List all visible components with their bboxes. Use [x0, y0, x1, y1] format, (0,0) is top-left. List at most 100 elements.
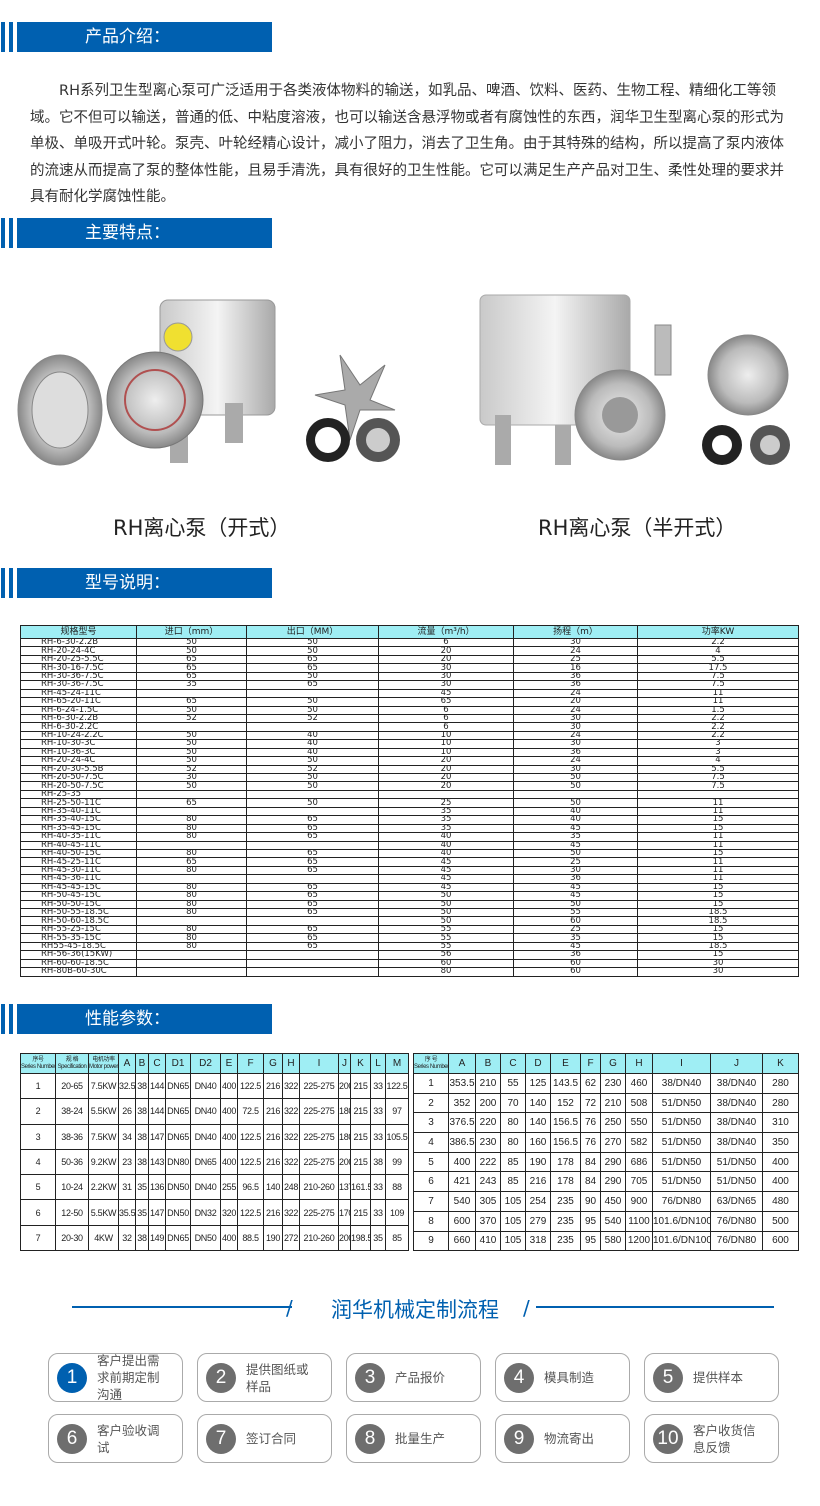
value-cell [246, 722, 379, 732]
column-header: 规格型号 [20, 625, 137, 639]
value-cell: 140 [525, 1112, 551, 1134]
flow-step-4: 4 模具制造 [495, 1353, 630, 1402]
value-cell: 322 [282, 1123, 300, 1150]
value-cell: 24 [513, 705, 638, 715]
column-header: F [580, 1053, 601, 1074]
value-cell: 38/DN40 [710, 1112, 763, 1134]
column-header: 出口（MM） [246, 625, 379, 639]
value-cell: 322 [282, 1199, 300, 1226]
value-cell: DN40 [190, 1098, 221, 1125]
model-cell: RH-25-50-11C [20, 798, 137, 808]
column-header: L [370, 1053, 386, 1074]
value-cell: 10-24 [55, 1174, 89, 1201]
value-cell: 15 [637, 823, 799, 834]
value-cell: 80 [136, 899, 247, 910]
value-cell: 50 [136, 756, 247, 766]
table-row: 1 20-65 7.5KW 32.5 38 144 DN65 DN40 400 122.5 216 3… [20, 1072, 409, 1100]
value-cell: 7.5KW [88, 1123, 119, 1150]
value-cell: 7 [413, 1191, 449, 1212]
value-cell: 5.5 [637, 654, 799, 665]
value-cell: 65 [246, 924, 379, 935]
intro-paragraph: RH系列卫生型离心泵可广泛适用于各类液体物料的输送，如乳品、啤酒、饮料、医药、生… [30, 83, 784, 205]
column-header: E [550, 1053, 581, 1074]
value-cell: 51/DN50 [652, 1151, 711, 1173]
value-cell: 15 [637, 950, 799, 960]
model-cell: RH-30-36-7.5C [20, 680, 137, 690]
value-cell: 50 [378, 891, 514, 901]
value-cell: 65 [246, 907, 379, 918]
table-row: 3 38-36 7.5KW 34 38 147 DN65 DN40 400 122.5 216 322… [20, 1123, 409, 1150]
value-cell: 95 [580, 1230, 601, 1252]
table-row: RH-40-35-11C 80 65 40 35 11 [20, 832, 799, 842]
value-cell: 31 [118, 1174, 136, 1201]
value-cell: 210 [475, 1073, 501, 1094]
value-cell: 51/DN50 [652, 1132, 711, 1153]
value-cell: 50 [246, 697, 379, 707]
value-cell: 30 [513, 739, 638, 749]
value-cell: 600 [762, 1230, 799, 1252]
model-cell: RH-30-16-7.5C [20, 663, 137, 673]
value-cell: 149 [148, 1224, 166, 1252]
value-cell: DN40 [190, 1072, 221, 1100]
column-header: I [299, 1053, 339, 1074]
value-cell [136, 874, 247, 884]
model-cell: RH-6-30-2.2B [20, 713, 137, 724]
value-cell: 216 [263, 1098, 283, 1125]
value-cell: 109 [385, 1199, 409, 1226]
value-cell: DN50 [165, 1199, 191, 1226]
value-cell: 45 [378, 882, 514, 893]
value-cell: 4 [20, 1148, 56, 1176]
value-cell: 50 [378, 899, 514, 910]
value-cell [246, 806, 379, 817]
header-cn: 电机功率 [92, 1056, 115, 1063]
value-cell: 36 [513, 747, 638, 758]
value-cell: 35 [513, 933, 638, 943]
value-cell: 40 [246, 739, 379, 749]
model-cell: RH-40-35-11C [20, 832, 137, 842]
model-cell: RH-35-40-15C [20, 815, 137, 825]
value-cell: DN50 [165, 1174, 191, 1201]
value-cell: 11 [637, 832, 799, 842]
value-cell: 85 [500, 1171, 526, 1193]
value-cell: 20 [378, 764, 514, 775]
value-cell: 65 [246, 865, 379, 876]
value-cell: 400 [220, 1224, 238, 1252]
value-cell: 36 [513, 950, 638, 960]
value-cell: 52 [246, 764, 379, 775]
value-cell: 25 [513, 924, 638, 935]
column-header: K [350, 1053, 371, 1074]
value-cell: 305 [475, 1191, 501, 1212]
value-cell: 225-275 [299, 1098, 339, 1125]
value-cell: 65 [246, 654, 379, 665]
value-cell: 215 [350, 1199, 371, 1226]
value-cell: 8 [413, 1210, 449, 1232]
value-cell: 7.5 [637, 781, 799, 791]
value-cell: 35 [136, 680, 247, 690]
value-cell: 310 [762, 1112, 799, 1134]
model-cell: RH-56-36(15KW) [20, 950, 137, 960]
step-label: 客户验收调试 [97, 1422, 160, 1455]
value-cell: 65 [246, 848, 379, 859]
value-cell: 15 [637, 924, 799, 935]
table-row: RH-50-50-15C 80 65 50 50 15 [20, 899, 799, 910]
value-cell: 7.5KW [88, 1072, 119, 1100]
model-cell: RH-45-45-15C [20, 882, 137, 893]
table-row: RH-30-36-7.5C 65 50 30 36 7.5 [20, 671, 799, 682]
value-cell: 215 [350, 1123, 371, 1150]
step-number-badge: 8 [355, 1423, 385, 1454]
value-cell [136, 950, 247, 960]
value-cell: 32.5 [118, 1072, 136, 1100]
header-en: Specification [57, 1063, 87, 1070]
value-cell: 63/DN65 [710, 1191, 763, 1212]
performance-table-2: 序 号 Series Number A B C D E F G H I J K 1 353.5 210 55 12… [413, 1053, 799, 1252]
value-cell: 705 [625, 1171, 653, 1193]
value-cell: 55 [513, 907, 638, 918]
value-cell: 20 [378, 756, 514, 766]
flow-divider-left [72, 1306, 292, 1308]
value-cell: 376.5 [448, 1112, 476, 1134]
value-cell: 15 [637, 933, 799, 943]
value-cell: 15 [637, 891, 799, 901]
value-cell: 30 [136, 772, 247, 783]
value-cell: 508 [625, 1092, 653, 1114]
value-cell [136, 967, 247, 977]
